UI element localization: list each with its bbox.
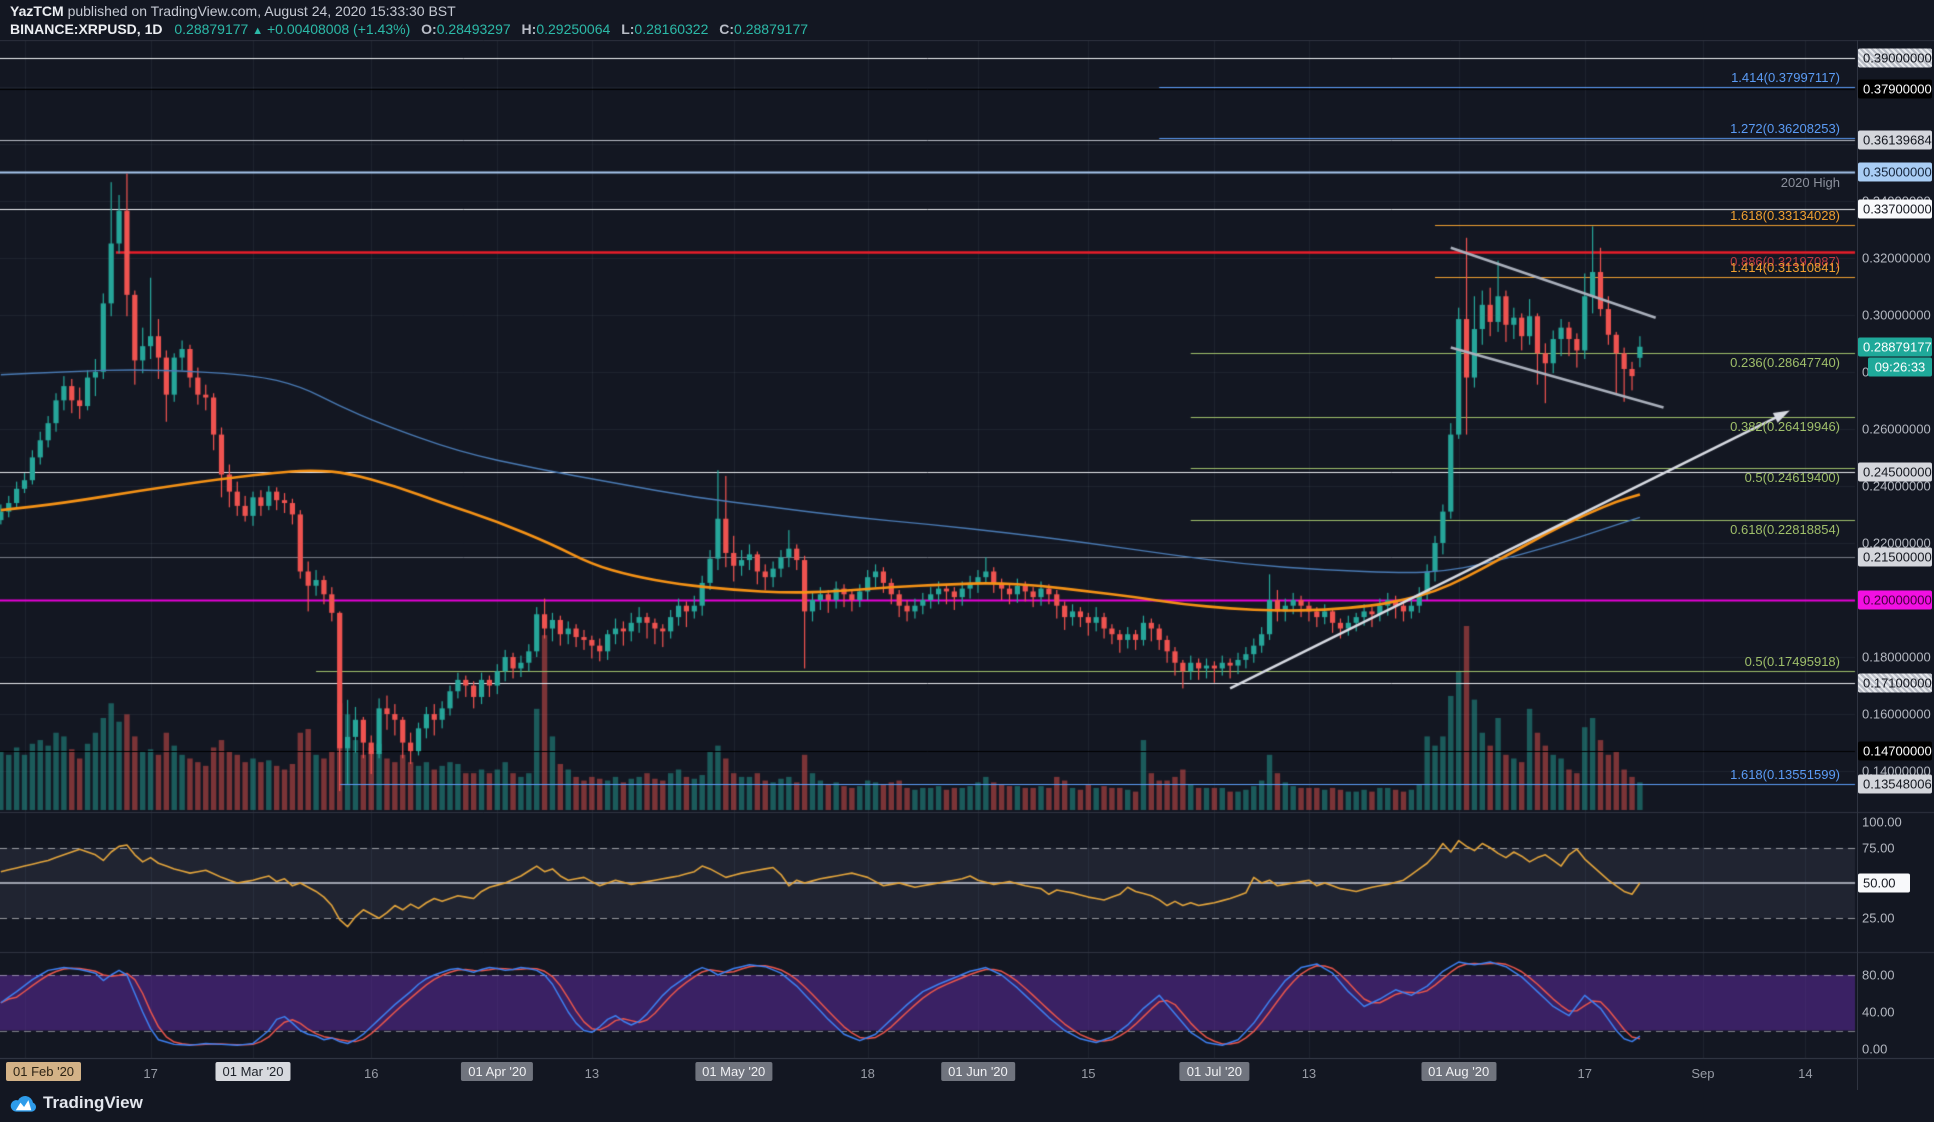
publish-byline: YazTCM published on TradingView.com, Aug…: [10, 3, 456, 19]
tradingview-cloud-icon: [10, 1096, 36, 1112]
open-value: 0.28493297: [436, 21, 511, 37]
open-label: O:: [421, 21, 437, 37]
price-axis[interactable]: [1857, 40, 1934, 1090]
byline-text: published on TradingView.com, August 24,…: [63, 3, 456, 19]
last-price: 0.28879177: [174, 21, 249, 37]
tradingview-logo[interactable]: TradingView: [10, 1092, 143, 1114]
tradingview-logo-text: TradingView: [43, 1093, 143, 1112]
chart-header: YazTCM published on TradingView.com, Aug…: [0, 0, 1934, 40]
price-change: +0.00408008 (+1.43%): [267, 21, 411, 37]
time-axis[interactable]: [0, 1058, 1934, 1091]
high-label: H:: [521, 21, 537, 37]
low-value: 0.28160322: [634, 21, 709, 37]
high-value: 0.29250064: [536, 21, 611, 37]
author-name: YazTCM: [10, 3, 64, 19]
close-label: C:: [719, 21, 735, 37]
symbol-name[interactable]: BINANCE:XRPUSD, 1D: [10, 21, 163, 37]
close-value: 0.28879177: [734, 21, 809, 37]
symbol-ohlc-bar: BINANCE:XRPUSD, 1D 0.28879177 ▲ +0.00408…: [10, 21, 808, 37]
low-label: L:: [621, 21, 635, 37]
up-arrow-icon: ▲: [252, 25, 264, 37]
